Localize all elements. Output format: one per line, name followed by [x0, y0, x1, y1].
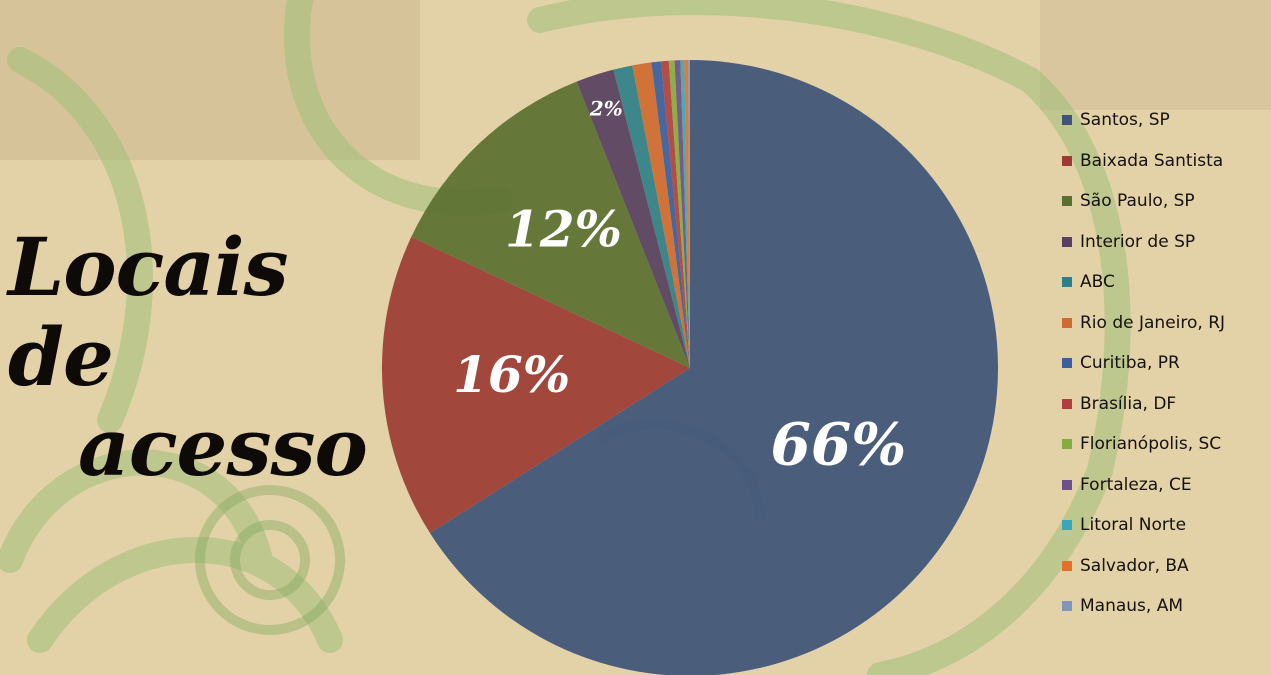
pie-slice-9 [674, 60, 690, 368]
title-line-1: Locais de [8, 220, 289, 404]
pie-slice-4 [613, 65, 690, 368]
legend-label: Brasília, DF [1080, 393, 1177, 414]
pie-data-label-3: 2% [589, 97, 623, 121]
legend-label: Salvador, BA [1080, 555, 1189, 576]
legend-label: Litoral Norte [1080, 515, 1187, 536]
legend-item: Interior de SP [1062, 222, 1267, 263]
pie-slice-3 [576, 69, 690, 368]
pie-slice-0 [429, 60, 998, 675]
legend-swatch [1062, 601, 1072, 612]
pie-slice-1 [381, 236, 690, 534]
legend-label: Curitiba, PR [1080, 353, 1180, 374]
pie-slice-2 [411, 81, 690, 368]
legend-swatch [1062, 398, 1072, 409]
legend-item: Florianópolis, SC [1062, 424, 1267, 465]
legend-label: São Paulo, SP [1080, 191, 1195, 212]
pie-slice-5 [632, 62, 690, 368]
legend-swatch [1062, 520, 1072, 531]
legend-item: Salvador, BA [1062, 546, 1267, 587]
legend-label: Florianópolis, SC [1080, 434, 1222, 455]
legend-item: Baixada Santista [1062, 141, 1267, 182]
pie-slice-7 [661, 60, 690, 368]
legend-swatch [1062, 155, 1072, 166]
legend-swatch [1062, 196, 1072, 207]
pie-data-label-0: 66% [771, 411, 907, 479]
legend-label: ABC [1080, 272, 1115, 293]
legend-label: Baixada Santista [1080, 150, 1224, 171]
pie-data-label-1: 16% [453, 345, 570, 404]
legend-swatch [1062, 560, 1072, 571]
pie-slice-6 [651, 61, 690, 369]
legend-item: Brasília, DF [1062, 384, 1267, 425]
pie-data-label-2: 12% [505, 199, 622, 258]
legend-item: Curitiba, PR [1062, 343, 1267, 384]
pie-slice-10 [680, 60, 690, 368]
slide-title: Locais de acesso [8, 222, 368, 492]
legend-item: Manaus, AM [1062, 586, 1267, 627]
legend-label: Manaus, AM [1080, 596, 1184, 617]
legend-item: Santos, SP [1062, 100, 1267, 141]
legend-label: Interior de SP [1080, 231, 1196, 252]
legend-swatch [1062, 236, 1072, 247]
legend-item: ABC [1062, 262, 1267, 303]
pie-slice-11 [684, 60, 690, 369]
legend-item: Litoral Norte [1062, 505, 1267, 546]
legend-label: Santos, SP [1080, 110, 1170, 131]
chart-legend: Santos, SP Baixada Santista São Paulo, SP I… [1062, 100, 1267, 627]
legend-item: São Paulo, SP [1062, 181, 1267, 222]
legend-item: Rio de Janeiro, RJ [1062, 303, 1267, 344]
pie-slice-12 [688, 60, 690, 368]
legend-item: Fortaleza, CE [1062, 465, 1267, 506]
title-line-2: acesso [78, 400, 368, 494]
legend-swatch [1062, 479, 1072, 490]
legend-label: Fortaleza, CE [1080, 474, 1192, 495]
legend-label: Rio de Janeiro, RJ [1080, 312, 1226, 333]
legend-swatch [1062, 277, 1072, 288]
pie-slice-8 [668, 60, 690, 369]
legend-swatch [1062, 115, 1072, 126]
legend-swatch [1062, 439, 1072, 450]
legend-swatch [1062, 317, 1072, 328]
legend-swatch [1062, 358, 1072, 369]
